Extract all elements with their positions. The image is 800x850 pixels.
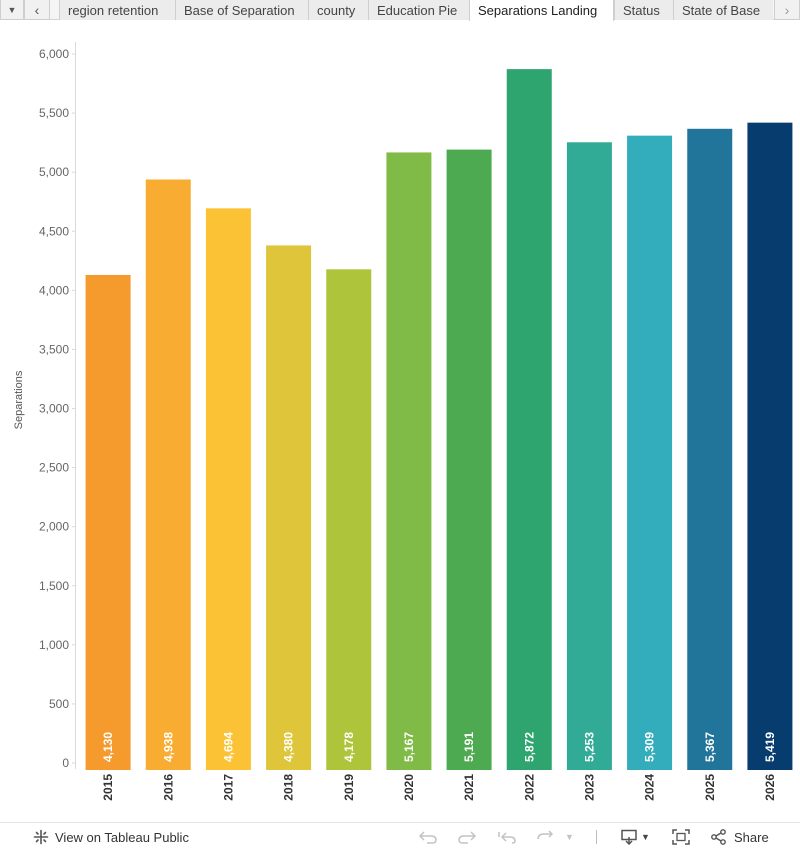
bottom-toolbar: View on Tableau Public ▼ ▼ Share [0,822,800,850]
download-button[interactable]: ▼ [621,827,650,847]
bar-2016[interactable] [145,179,191,771]
y-tick-label: 5,000 [39,165,69,179]
tab-region-retention[interactable]: region retention [59,0,175,20]
tab-label: Base of Separation [184,2,295,18]
bar-2019[interactable] [326,269,372,770]
chevron-left-icon: ‹ [34,1,40,18]
y-axis-title: Separations [13,370,25,429]
x-category-label: 2019 [342,774,356,801]
revert-button[interactable] [497,827,517,847]
bar-value-label: 4,694 [221,732,235,762]
tab-label: Status [623,2,660,18]
x-category-label: 2016 [161,774,175,801]
tab-education-pie[interactable]: Education Pie [368,0,469,20]
toolbar-divider [596,830,597,844]
tab-label: county [317,2,356,18]
tab-state-of-base[interactable]: State of Base [673,0,773,20]
x-category-label: 2026 [763,774,777,801]
x-category-label: 2025 [703,774,717,801]
bar-value-label: 5,309 [643,732,657,762]
redo-button[interactable] [457,827,477,847]
bar-2020[interactable] [386,152,432,770]
bar-2025[interactable] [687,128,733,770]
bar-2023[interactable] [566,142,612,770]
chevron-right-icon: › [784,1,790,18]
tab-label: Separations Landing [478,3,598,18]
view-on-tableau-public-label: View on Tableau Public [55,829,189,845]
y-tick-label: 3,500 [39,342,69,356]
y-tick-label: 0 [62,756,69,770]
bar-2026[interactable] [747,122,793,770]
bar-value-label: 4,130 [101,732,115,762]
bar-value-label: 5,419 [763,732,777,762]
tab-separations-landing[interactable]: Separations Landing [469,0,614,21]
y-tick-label: 4,000 [39,283,69,297]
bar-value-label: 5,253 [582,732,596,762]
view-on-tableau-public-link[interactable]: View on Tableau Public [33,827,189,847]
refresh-dropdown-button[interactable]: ▼ [565,827,574,847]
y-tick-label: 6,000 [39,47,69,61]
tab-status[interactable]: Status [614,0,673,20]
bar-2015[interactable] [85,274,131,770]
undo-button[interactable] [418,827,438,847]
tab-menu-button[interactable]: ▼ [0,0,24,20]
bar-value-label: 4,938 [161,732,175,762]
tab-label: Education Pie [377,2,458,18]
caret-down-icon: ▼ [565,832,574,842]
separations-bar-chart: 0 500 1,000 1,500 2,000 2,500 3,000 3,500 4,000 4… [13,42,793,801]
y-tick-label: 2,000 [39,520,69,534]
tab-scroll-left-button[interactable]: ‹ [24,0,50,20]
bar-2022[interactable] [506,69,552,770]
x-category-label: 2024 [643,774,657,801]
x-category-label: 2022 [522,774,536,801]
fullscreen-button[interactable] [672,827,690,847]
fullscreen-icon [672,829,690,845]
caret-down-icon: ▼ [641,832,650,842]
tableau-logo-icon [33,829,49,845]
bar-2018[interactable] [266,245,312,770]
x-category-label: 2020 [402,774,416,801]
bar-value-label: 4,380 [282,732,296,762]
share-icon [711,829,726,845]
tab-county[interactable]: county [308,0,368,20]
y-tick-label: 2,500 [39,461,69,475]
sheet-tab-strip: ▼ ‹ region retention Base of Separation … [0,0,800,21]
y-tick-label: 1,500 [39,579,69,593]
tab-base-of-separation[interactable]: Base of Separation [175,0,308,20]
download-icon [621,829,637,845]
x-category-label: 2018 [282,774,296,801]
redo-icon [458,831,477,844]
bar-value-label: 5,191 [462,732,476,762]
x-category-label: 2021 [462,774,476,801]
undo-icon [418,831,437,844]
bar-value-label: 5,167 [402,732,416,762]
bar-value-label: 5,367 [703,732,717,762]
y-tick-label: 5,500 [39,106,69,120]
y-tick-label: 4,500 [39,224,69,238]
bar-value-label: 5,872 [522,732,536,762]
y-tick-label: 1,000 [39,638,69,652]
revert-icon [498,832,516,844]
tab-label: region retention [68,2,159,18]
bar-value-label: 4,178 [342,732,356,762]
bar-2024[interactable] [627,135,673,770]
tab-label: State of Base [682,2,761,18]
tab-scroll-right-button[interactable]: › [774,0,800,20]
chevron-down-icon: ▼ [7,4,17,15]
refresh-icon [537,830,554,840]
bar-2021[interactable] [446,149,492,771]
y-tick-label: 500 [49,697,69,711]
share-label: Share [734,829,769,845]
x-category-label: 2017 [221,774,235,801]
bar-2017[interactable] [205,208,251,770]
x-category-label: 2015 [101,774,115,801]
y-tick-label: 3,000 [39,402,69,416]
x-category-label: 2023 [582,774,596,801]
share-button[interactable]: Share [710,827,769,847]
refresh-button[interactable] [535,827,555,847]
